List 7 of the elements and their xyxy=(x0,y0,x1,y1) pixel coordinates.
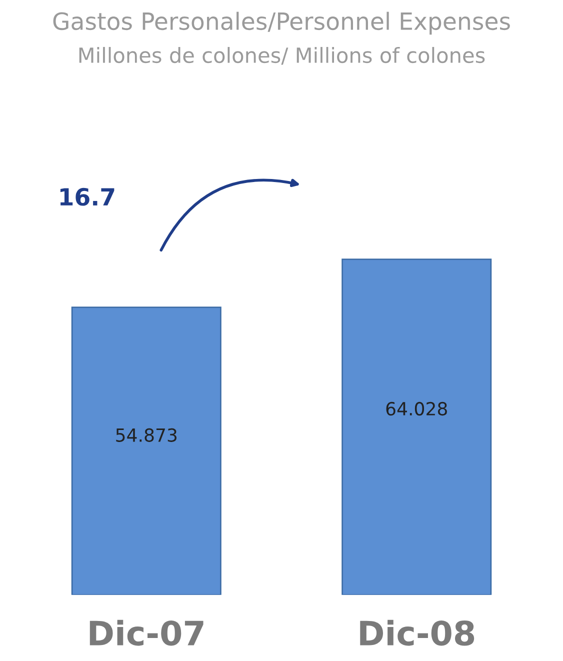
x-tick-label: Dic-08 xyxy=(360,620,474,646)
chart-subtitle: Millones de colones/ Millions of colones xyxy=(79,46,485,65)
data-label: 64.028 xyxy=(386,402,447,416)
data-label: 54.873 xyxy=(116,428,177,442)
text: 16.7 xyxy=(60,188,114,206)
chart-title: Gastos Personales/Personnel Expenses xyxy=(53,12,510,35)
x-tick-label: Dic-07 xyxy=(90,620,204,646)
